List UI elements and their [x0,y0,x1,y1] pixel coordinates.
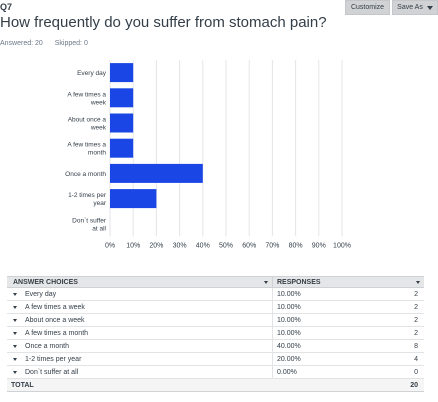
chevron-down-icon [426,5,433,10]
category-label: week [90,99,107,106]
chevron-down-icon[interactable] [13,331,17,335]
table-header: ANSWER CHOICES RESPONSES [7,276,424,288]
answered-count: Answered: 20 [0,40,43,47]
bar[interactable] [110,63,134,83]
chevron-down-icon[interactable] [13,318,17,322]
page-title: How frequently do you suffer from stomac… [0,14,327,31]
response-count: 0 [414,368,418,376]
chevron-down-icon[interactable] [13,370,17,374]
response-count: 2 [414,303,418,311]
bar-chart: 0% 10% 20% 30% 40% 50% 60% 70% 80% 90% 100% Every d… [65,60,351,249]
answer-choice-cell: Once a month [7,340,273,352]
table-row: Don`t suffer at all 0.00% 0 [7,366,424,379]
category-label: at all [92,225,106,232]
response-percent: 40.00% [277,342,301,350]
chevron-down-icon[interactable] [13,292,17,296]
total-count: 20 [410,381,418,389]
answer-choice-label: About once a week [25,316,85,324]
results-table: ANSWER CHOICES RESPONSES Every day 10.00%… [7,276,424,392]
bar[interactable] [110,189,157,209]
category-label: 1-2 times per [68,192,107,199]
response-count: 4 [414,355,418,363]
answer-choice-label: A few times a week [25,303,85,311]
response-percent: 10.00% [277,316,301,324]
bar[interactable] [110,113,134,133]
x-tick-label: 10% [126,242,140,249]
answer-choice-cell: A few times a month [7,327,273,339]
table-row: A few times a week 10.00% 2 [7,301,424,314]
bar[interactable] [110,138,134,158]
category-label: About once a [68,117,107,124]
answer-choice-label: A few times a month [25,329,89,337]
table-row: Once a month 40.00% 8 [7,340,424,353]
category-label: Don`t suffer [72,217,107,224]
response-stats: Answered: 20 Skipped: 0 [0,40,98,47]
response-count: 2 [414,329,418,337]
x-tick-label: 60% [242,242,256,249]
answer-choice-label: 1-2 times per year [25,355,82,363]
response-percent: 10.00% [277,329,301,337]
x-tick-label: 50% [219,242,233,249]
x-tick-label: 70% [265,242,279,249]
total-row: TOTAL 20 [7,379,424,392]
answer-choice-cell: A few times a week [7,301,273,313]
response-count: 8 [414,342,418,350]
category-label: week [90,125,107,132]
table-row: A few times a month 10.00% 2 [7,327,424,340]
bar[interactable] [110,163,203,183]
category-label: Once a month [65,171,106,178]
response-percent: 10.00% [277,290,301,298]
customize-button[interactable]: Customize [345,0,390,15]
category-label: year [93,200,106,207]
answer-choice-label: Every day [25,290,57,298]
customize-label: Customize [350,4,385,11]
response-count: 2 [414,290,418,298]
response-percent: 20.00% [277,355,301,363]
question-number: Q7 [0,2,13,12]
category-label: A few times a [67,142,106,149]
x-tick-label: 90% [312,242,326,249]
answer-choice-cell: About once a week [7,314,273,326]
save-as-label: Save As [397,4,423,11]
chevron-down-icon[interactable] [13,344,17,348]
answer-choice-label: Once a month [25,342,69,350]
answer-choice-cell: Don`t suffer at all [7,366,273,378]
header-responses[interactable]: RESPONSES [273,277,424,287]
chevron-down-icon [416,280,420,284]
skipped-count: Skipped: 0 [54,40,88,47]
x-tick-label: 40% [196,242,210,249]
table-row: 1-2 times per year 20.00% 4 [7,353,424,366]
response-percent: 10.00% [277,303,301,311]
table-row: Every day 10.00% 2 [7,288,424,301]
category-label: month [88,150,106,157]
table-row: About once a week 10.00% 2 [7,314,424,327]
header-responses-label: RESPONSES [277,278,321,286]
x-tick-label: 80% [289,242,303,249]
response-percent: 0.00% [277,368,297,376]
x-tick-label: 0% [105,242,115,249]
response-count: 2 [414,316,418,324]
chevron-down-icon[interactable] [13,305,17,309]
header-choice-label: ANSWER CHOICES [13,278,78,286]
x-tick-label: 100% [333,242,351,249]
save-as-button[interactable]: Save As [392,0,438,15]
total-label: TOTAL [11,381,34,389]
category-label: Every day [77,70,107,77]
chevron-down-icon [264,280,268,284]
header-answer-choices[interactable]: ANSWER CHOICES [7,277,273,287]
bar[interactable] [110,88,134,108]
x-tick-label: 30% [173,242,187,249]
category-label: A few times a [67,91,106,98]
answer-choice-cell: Every day [7,288,273,300]
chevron-down-icon[interactable] [13,357,17,361]
x-tick-label: 20% [149,242,163,249]
answer-choice-label: Don`t suffer at all [25,368,79,376]
answer-choice-cell: 1-2 times per year [7,353,273,365]
